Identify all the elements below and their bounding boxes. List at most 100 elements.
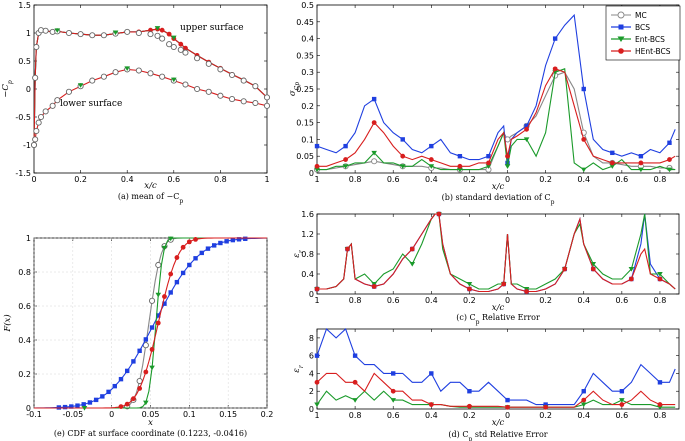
a-lower-mc-point-18 xyxy=(182,81,189,88)
legend-marker-hent-bcs xyxy=(618,48,624,54)
legend-entry-bcs: BCS xyxy=(611,23,650,32)
series-point-c-ent-bcs-12 xyxy=(409,262,416,267)
x-tick-label-b-5: 0 xyxy=(505,175,510,184)
series-point-d-bcs-20 xyxy=(505,397,510,403)
e-bcs-point-28 xyxy=(118,376,124,382)
a-lower-mc-point-7 xyxy=(54,97,61,104)
panel-e-cdf: -0.1 -0.05 0 0.05 0.1 0.15 0.2 0 0.2 0.4 0.6 0.8 1 x F… xyxy=(2,234,273,438)
e-bcs-point-12 xyxy=(69,404,74,409)
a-upper-mc-point-24 xyxy=(217,66,224,73)
x-tick-label-e-4: 0.1 xyxy=(183,410,196,419)
a-upper-mc-point-5 xyxy=(42,27,49,34)
x-tick-label-a-4: 0.8 xyxy=(214,175,227,184)
e-bcs-point-66 xyxy=(236,237,242,242)
series-point-d-bcs-32 xyxy=(619,389,625,394)
series-point-c-hent-bcs-24 xyxy=(501,281,507,287)
series-point-b-bcs-12 xyxy=(429,143,434,149)
series-point-b-hent-bcs-6 xyxy=(371,120,377,125)
series-point-b-bcs-24 xyxy=(524,123,529,129)
series-point-b-hent-bcs-3 xyxy=(343,157,348,162)
e-bcs-point-14 xyxy=(75,403,80,408)
a-lower-mc-point-16 xyxy=(159,73,166,80)
a-upper-mc-point-16 xyxy=(154,32,161,39)
y-tick-label-b-3: 0.15 xyxy=(296,119,314,128)
e-bcs-point-40 xyxy=(156,313,161,318)
a-upper-mc-point-27 xyxy=(252,83,259,90)
series-point-b-ent-bcs-18 xyxy=(485,164,492,169)
a-lower-mc-point-15 xyxy=(147,70,154,77)
x-tick-label-a-0: 0 xyxy=(31,175,36,184)
series-point-b-ent-bcs-3 xyxy=(342,164,349,169)
series-point-c-hent-bcs-0 xyxy=(314,286,320,292)
y-tick-label-a-4: 0.5 xyxy=(18,57,31,66)
series-point-d-bcs-12 xyxy=(429,371,434,376)
a-upper-mc-point-15 xyxy=(147,31,154,38)
a-lower-mc-point-6 xyxy=(49,102,56,109)
x-tick-label-e-3: 0.05 xyxy=(142,410,160,419)
caption-a: (a) mean of −Cp xyxy=(118,192,183,205)
a-lower-mc-point-3 xyxy=(35,119,42,126)
x-tick-label-b-7: 0.4 xyxy=(577,175,590,184)
panel-a-mean-cp: 0 0.2 0.4 0.6 0.8 1 -1.5 -1 -0.5 0 0.5 1 1.5 x/c −Cp (a… xyxy=(1,1,271,205)
series-point-b-bcs-15 xyxy=(457,154,463,159)
series-point-a-upper-hent-18 xyxy=(166,31,172,37)
legend-entry-ent-bcs: Ent-BCS xyxy=(611,35,665,44)
legend-entry-mc: MC xyxy=(611,11,647,20)
e-bcs-point-26 xyxy=(112,383,117,389)
series-line-a-upper-hent xyxy=(33,28,268,146)
e-bcs-point-68 xyxy=(243,236,248,241)
e-bcs-point-48 xyxy=(180,270,186,276)
a-lower-mc-point-8 xyxy=(65,88,72,95)
a-upper-ent-point-7 xyxy=(54,28,61,33)
e-hent-bcs-point-28 xyxy=(118,404,124,410)
a-lower-mc-point-21 xyxy=(217,92,224,99)
x-axis-label-e: x xyxy=(148,418,153,428)
e-bcs-point-44 xyxy=(168,290,173,295)
series-point-c-hent-bcs-20 xyxy=(467,286,472,292)
y-tick-label-d-2: 4 xyxy=(309,369,314,378)
e-bcs-point-20 xyxy=(93,397,99,403)
a-lower-mc-point-10 xyxy=(89,77,96,84)
y-axis-label-e: F(x) xyxy=(2,314,13,332)
e-hent-bcs-point-42 xyxy=(162,294,167,299)
series-line-c-ent-bcs xyxy=(317,213,676,290)
series-point-c-ent-bcs-36 xyxy=(590,262,597,267)
y-tick-label-b-7: 0.35 xyxy=(296,51,314,60)
x-tick-label-d-4: 0.2 xyxy=(463,411,476,420)
series-point-c-hent-bcs-36 xyxy=(590,266,596,272)
y-tick-label-a-5: 1 xyxy=(26,29,31,38)
a-upper-mc-point-2 xyxy=(33,43,40,51)
series-point-b-hent-bcs-12 xyxy=(428,157,434,162)
series-point-b-hent-bcs-9 xyxy=(400,153,406,159)
panel-d-cp-std-relative-error: 1 0.8 0.6 0.4 0.2 0 0.2 0.4 0.6 0.8 0 2 4 6 8 x/c εr (d) … xyxy=(292,328,680,441)
e-hent-bcs-point-52 xyxy=(193,236,198,242)
series-point-b-ent-bcs-6 xyxy=(371,150,377,156)
e-bcs-point-16 xyxy=(81,402,86,407)
series-point-d-hent-bcs-8 xyxy=(390,388,396,394)
x-tick-label-b-2: 0.6 xyxy=(387,175,400,184)
x-tick-label-a-1: 0.2 xyxy=(74,175,87,184)
a-lower-mc-point-25 xyxy=(263,102,271,109)
series-point-b-ent-bcs-9 xyxy=(399,164,406,169)
x-tick-label-d-5: 0 xyxy=(505,411,510,420)
legend-label-mc: MC xyxy=(635,11,647,20)
series-point-d-bcs-36 xyxy=(657,380,663,385)
a-lower-mc-point-19 xyxy=(194,85,201,93)
series-point-d-hent-bcs-24 xyxy=(543,404,549,410)
y-tick-label-e-1: 0.2 xyxy=(18,370,31,379)
e-bcs-point-42 xyxy=(162,301,167,306)
e-ent-bcs-point-36 xyxy=(143,400,149,406)
a-lower-mc-point-24 xyxy=(252,99,259,107)
series-point-b-ent-bcs-12 xyxy=(428,164,435,169)
y-tick-label-d-3: 6 xyxy=(309,352,314,361)
legend-marker-mc xyxy=(617,11,625,19)
y-tick-label-a-1: -1 xyxy=(23,141,31,150)
series-line-b-bcs xyxy=(316,13,676,163)
x-tick-label-a-3: 0.6 xyxy=(167,175,180,184)
x-tick-label-b-3: 0.4 xyxy=(425,175,438,184)
x-tick-label-e-5: 0.15 xyxy=(219,410,237,419)
series-point-b-bcs-3 xyxy=(343,143,348,149)
x-tick-label-c-4: 0.2 xyxy=(463,296,476,305)
a-upper-mc-point-22 xyxy=(194,55,201,62)
series-line-d-hent-bcs xyxy=(316,372,676,408)
